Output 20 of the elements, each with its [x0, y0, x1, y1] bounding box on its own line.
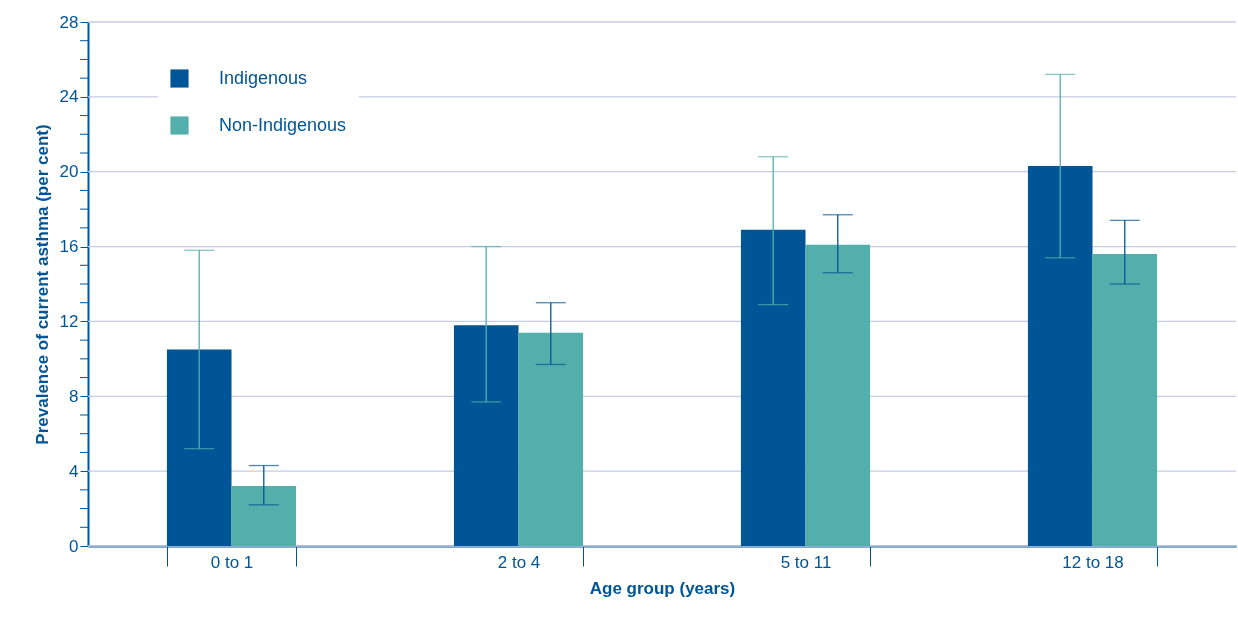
x-tick-label: 0 to 1 — [210, 552, 254, 572]
y-axis-title: Prevalence of current asthma (per cent) — [32, 124, 52, 445]
y-tick-label: 20 — [59, 162, 79, 182]
x-tick-label: 2 to 4 — [497, 552, 541, 572]
bar — [518, 332, 584, 546]
bar — [231, 486, 297, 546]
legend-label: Non-Indigenous — [219, 114, 347, 135]
bar — [1092, 254, 1158, 546]
y-tick-label: 28 — [59, 12, 79, 32]
y-tick-label: 4 — [69, 461, 79, 481]
y-tick-label: 24 — [59, 87, 79, 107]
x-axis-title: Age group (years) — [589, 578, 736, 598]
y-tick-label: 0 — [69, 536, 79, 556]
legend-label: Indigenous — [219, 67, 308, 88]
x-tick-label: 12 to 18 — [1062, 552, 1124, 572]
bar — [805, 244, 871, 546]
y-tick-label: 8 — [69, 386, 79, 406]
y-tick-label: 12 — [59, 311, 79, 331]
x-tick-label: 5 to 11 — [780, 552, 832, 572]
y-tick-label: 16 — [59, 237, 79, 257]
